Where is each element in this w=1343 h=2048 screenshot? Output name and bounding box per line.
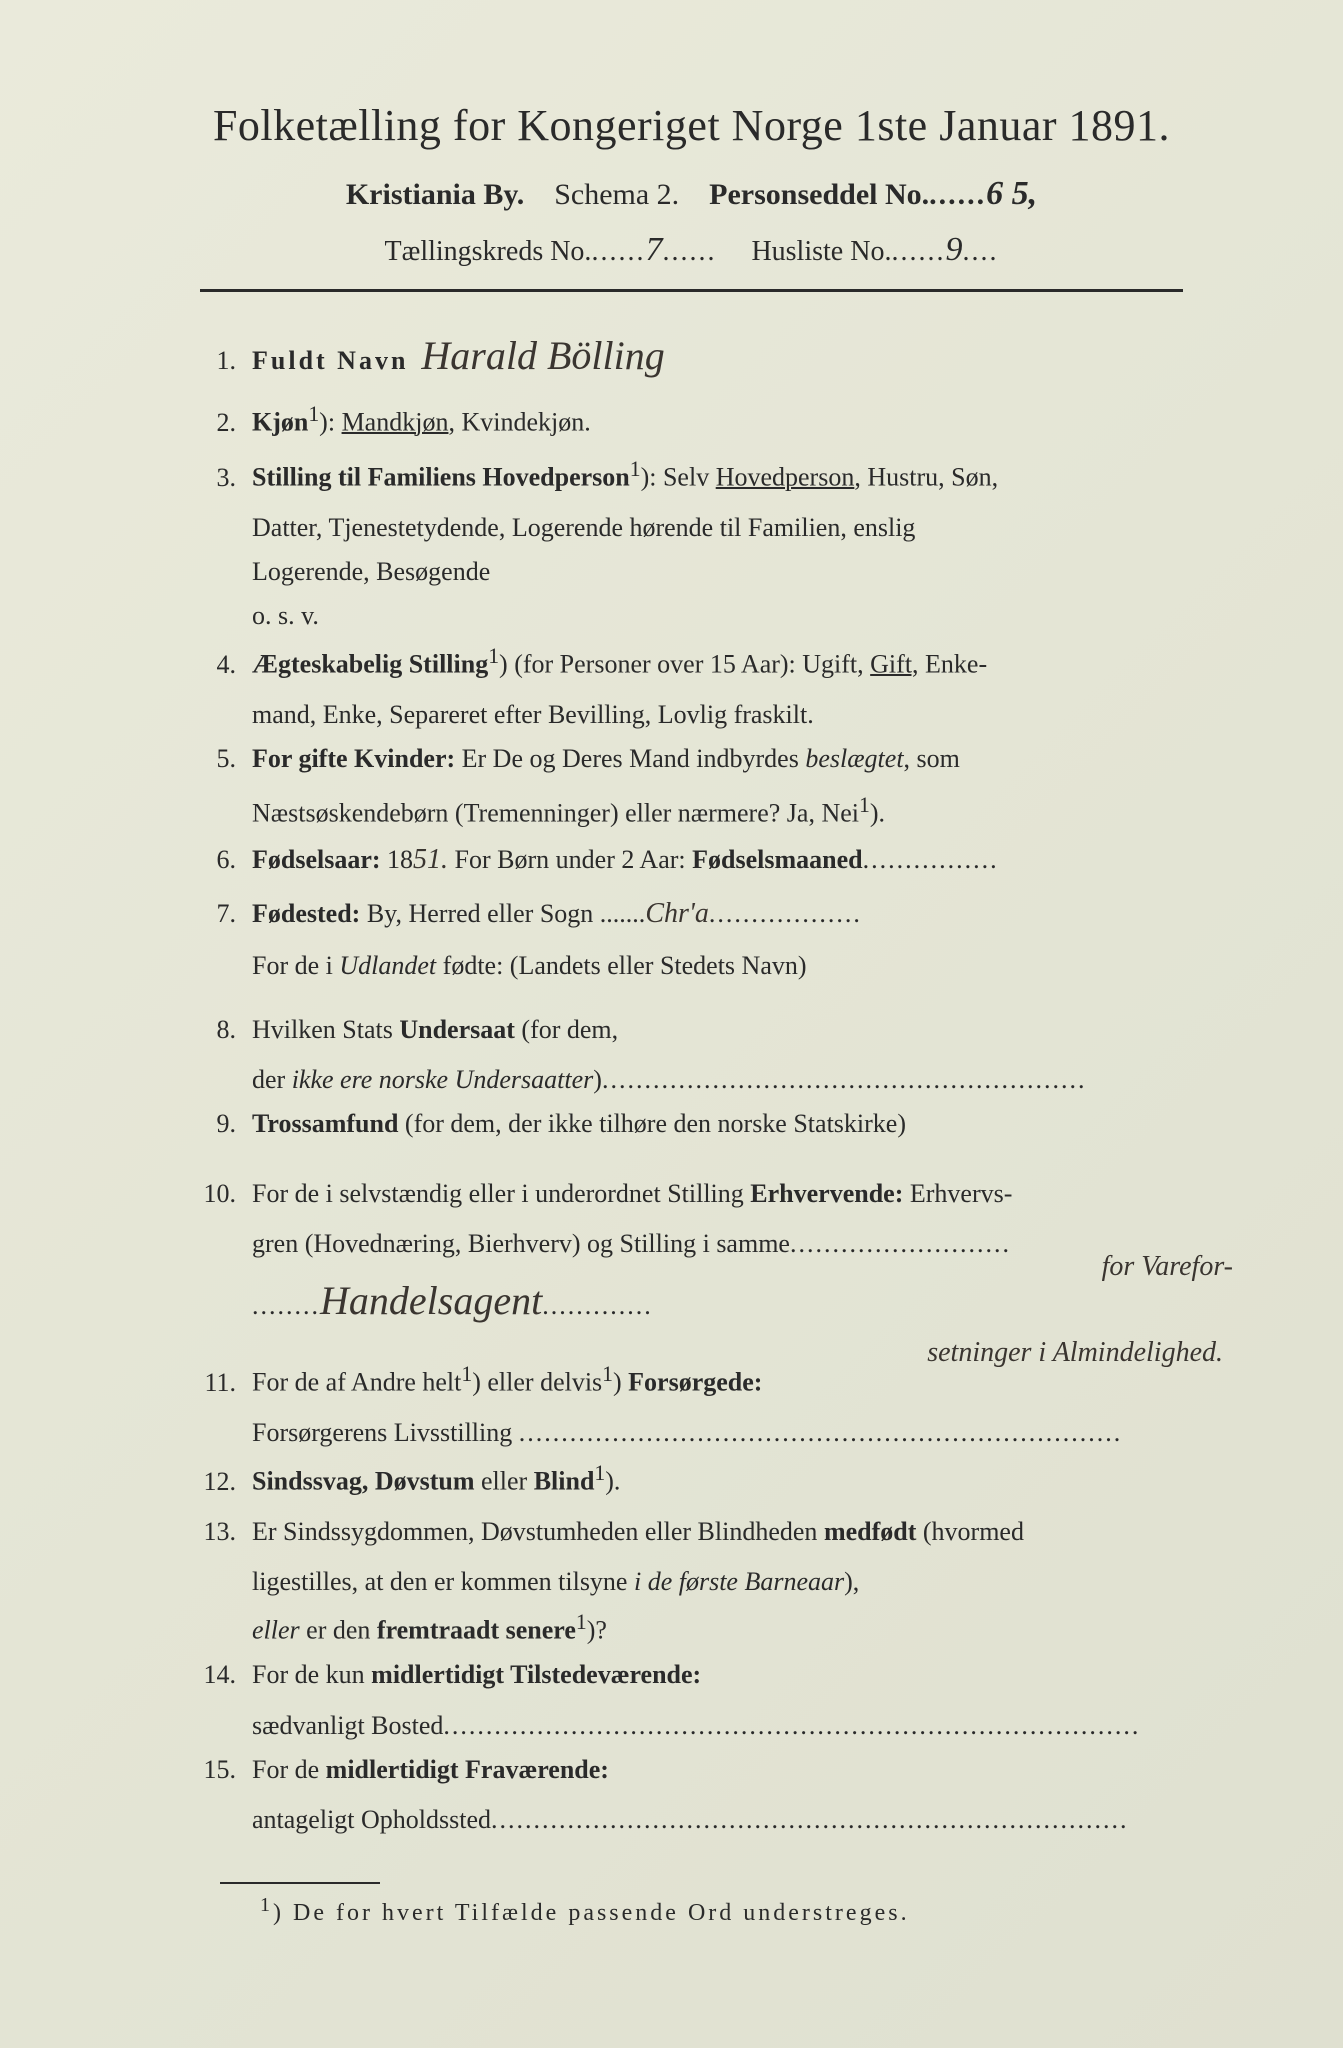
label-fravaerende: midlertidigt Fraværende:: [326, 1755, 609, 1784]
item-3-line2: Datter, Tjenestetydende, Logerende høren…: [252, 506, 1223, 550]
value-erhverv: Handelsagent: [320, 1267, 542, 1335]
label-stilling: Stilling til Familiens Hovedperson: [252, 463, 630, 492]
footnote: 1) De for hvert Tilfælde passende Ord un…: [260, 1894, 1223, 1927]
label-undersaat: Undersaat: [399, 1015, 515, 1044]
item-14: 14. For de kun midlertidigt Tilstedevære…: [180, 1653, 1223, 1697]
item-1: 1. Fuldt Navn Harald Bölling: [180, 322, 1223, 390]
item-3-line4: o. s. v.: [252, 594, 1223, 638]
label-sindssvag: Sindssvag, Døvstum: [252, 1467, 475, 1496]
label-erhvervende: Erhvervende:: [750, 1179, 903, 1208]
item-4: 4. Ægteskabelig Stilling1) (for Personer…: [180, 638, 1223, 687]
value-fodselsaar: 51.: [413, 844, 448, 875]
item-num: 14.: [180, 1653, 252, 1697]
item-num: 9.: [180, 1102, 252, 1146]
seddel-label: Personseddel No.: [709, 178, 929, 211]
census-form-page: Folketælling for Kongeriget Norge 1ste J…: [0, 0, 1343, 2048]
item-num: 3.: [180, 456, 252, 500]
item-2: 2. Kjøn1): Mandkjøn, Kvindekjøn.: [180, 396, 1223, 445]
item-num: 10.: [180, 1172, 252, 1216]
item-num: 6.: [180, 838, 252, 882]
label-gifte-kvinder: For gifte Kvinder:: [252, 744, 455, 773]
item-11-line2: Forsørgerens Livsstilling ..............…: [252, 1411, 1223, 1455]
opt-mandkjon: Mandkjøn: [342, 408, 449, 437]
item-8-line2: der ikke ere norske Undersaatter).......…: [252, 1058, 1223, 1102]
label-forsorgede: Forsørgede:: [628, 1368, 762, 1397]
label-fodselsaar: Fødselsaar:: [252, 845, 381, 874]
item-num: 1.: [180, 339, 252, 383]
item-5-line2: Næstsøskendebørn (Tremenninger) eller næ…: [252, 787, 1223, 836]
sub-header: Kristiania By. Schema 2. Personseddel No…: [160, 175, 1223, 213]
value-fodested: Chr'a: [645, 898, 709, 929]
item-num: 8.: [180, 1008, 252, 1052]
label-medfodt: medfødt: [824, 1517, 916, 1546]
opt-gift: Gift,: [870, 650, 918, 679]
husliste-label: Husliste No.: [751, 236, 891, 267]
label-navn: Fuldt Navn: [252, 346, 408, 375]
divider: [200, 289, 1183, 292]
value-erhverv2: for Varefor-: [1102, 1243, 1233, 1291]
item-11: 11. For de af Andre helt1) eller delvis1…: [180, 1356, 1223, 1405]
item-10-value: ........Handelsagent............. for Va…: [252, 1267, 1223, 1335]
kreds-label: Tællingskreds No.: [385, 236, 592, 267]
label-aegteskab: Ægteskabelig Stilling: [252, 650, 488, 679]
item-12: 12. Sindssvag, Døvstum eller Blind1).: [180, 1455, 1223, 1504]
opt-hovedperson: Hovedperson: [716, 463, 855, 492]
label-fodested: Fødested:: [252, 899, 360, 928]
item-8: 8. Hvilken Stats Undersaat (for dem,: [180, 1008, 1223, 1052]
seddel-no: 6 5,: [986, 175, 1037, 212]
item-num: 13.: [180, 1510, 252, 1554]
kreds-no: 7: [645, 231, 662, 268]
item-3-line3: Logerende, Besøgende: [252, 550, 1223, 594]
label-kjon: Kjøn: [252, 408, 308, 437]
third-header: Tællingskreds No.......7...... Husliste …: [160, 231, 1223, 269]
item-13-line2: ligestilles, at den er kommen tilsyne i …: [252, 1560, 1223, 1604]
item-15: 15. For de midlertidigt Fraværende:: [180, 1748, 1223, 1792]
item-num: 11.: [180, 1361, 252, 1405]
item-num: 5.: [180, 737, 252, 781]
label-trossamfund: Trossamfund: [252, 1109, 398, 1138]
item-13-line3: eller er den fremtraadt senere1)?: [252, 1604, 1223, 1653]
item-3: 3. Stilling til Familiens Hovedperson1):…: [180, 451, 1223, 500]
item-13: 13. Er Sindssygdommen, Døvstumheden elle…: [180, 1510, 1223, 1554]
item-7-line2: For de i Udlandet fødte: (Landets eller …: [252, 944, 1223, 988]
item-6: 6. Fødselsaar: 1851. For Børn under 2 Aa…: [180, 836, 1223, 884]
schema-label: Schema 2.: [554, 178, 679, 211]
item-num: 7.: [180, 892, 252, 936]
value-navn: Harald Bölling: [421, 322, 664, 390]
item-5: 5. For gifte Kvinder: Er De og Deres Man…: [180, 737, 1223, 781]
item-15-line2: antageligt Opholdssted..................…: [252, 1798, 1223, 1842]
footnote-rule: [220, 1882, 380, 1884]
city-label: Kristiania By.: [346, 178, 524, 211]
item-4-line2: mand, Enke, Separeret efter Bevilling, L…: [252, 693, 1223, 737]
item-9: 9. Trossamfund (for dem, der ikke tilhør…: [180, 1102, 1223, 1146]
item-num: 4.: [180, 643, 252, 687]
item-10-line2: gren (Hovednæring, Bierhverv) og Stillin…: [252, 1222, 1223, 1266]
item-num: 2.: [180, 401, 252, 445]
item-10: 10. For de i selvstændig eller i underor…: [180, 1172, 1223, 1216]
husliste-no: 9: [945, 231, 962, 268]
main-title: Folketælling for Kongeriget Norge 1ste J…: [160, 100, 1223, 151]
item-7: 7. Fødested: By, Herred eller Sogn .....…: [180, 890, 1223, 938]
label-tilstedevaerende: midlertidigt Tilstedeværende:: [371, 1660, 701, 1689]
item-num: 12.: [180, 1460, 252, 1504]
item-14-line2: sædvanligt Bosted.......................…: [252, 1704, 1223, 1748]
item-num: 15.: [180, 1748, 252, 1792]
